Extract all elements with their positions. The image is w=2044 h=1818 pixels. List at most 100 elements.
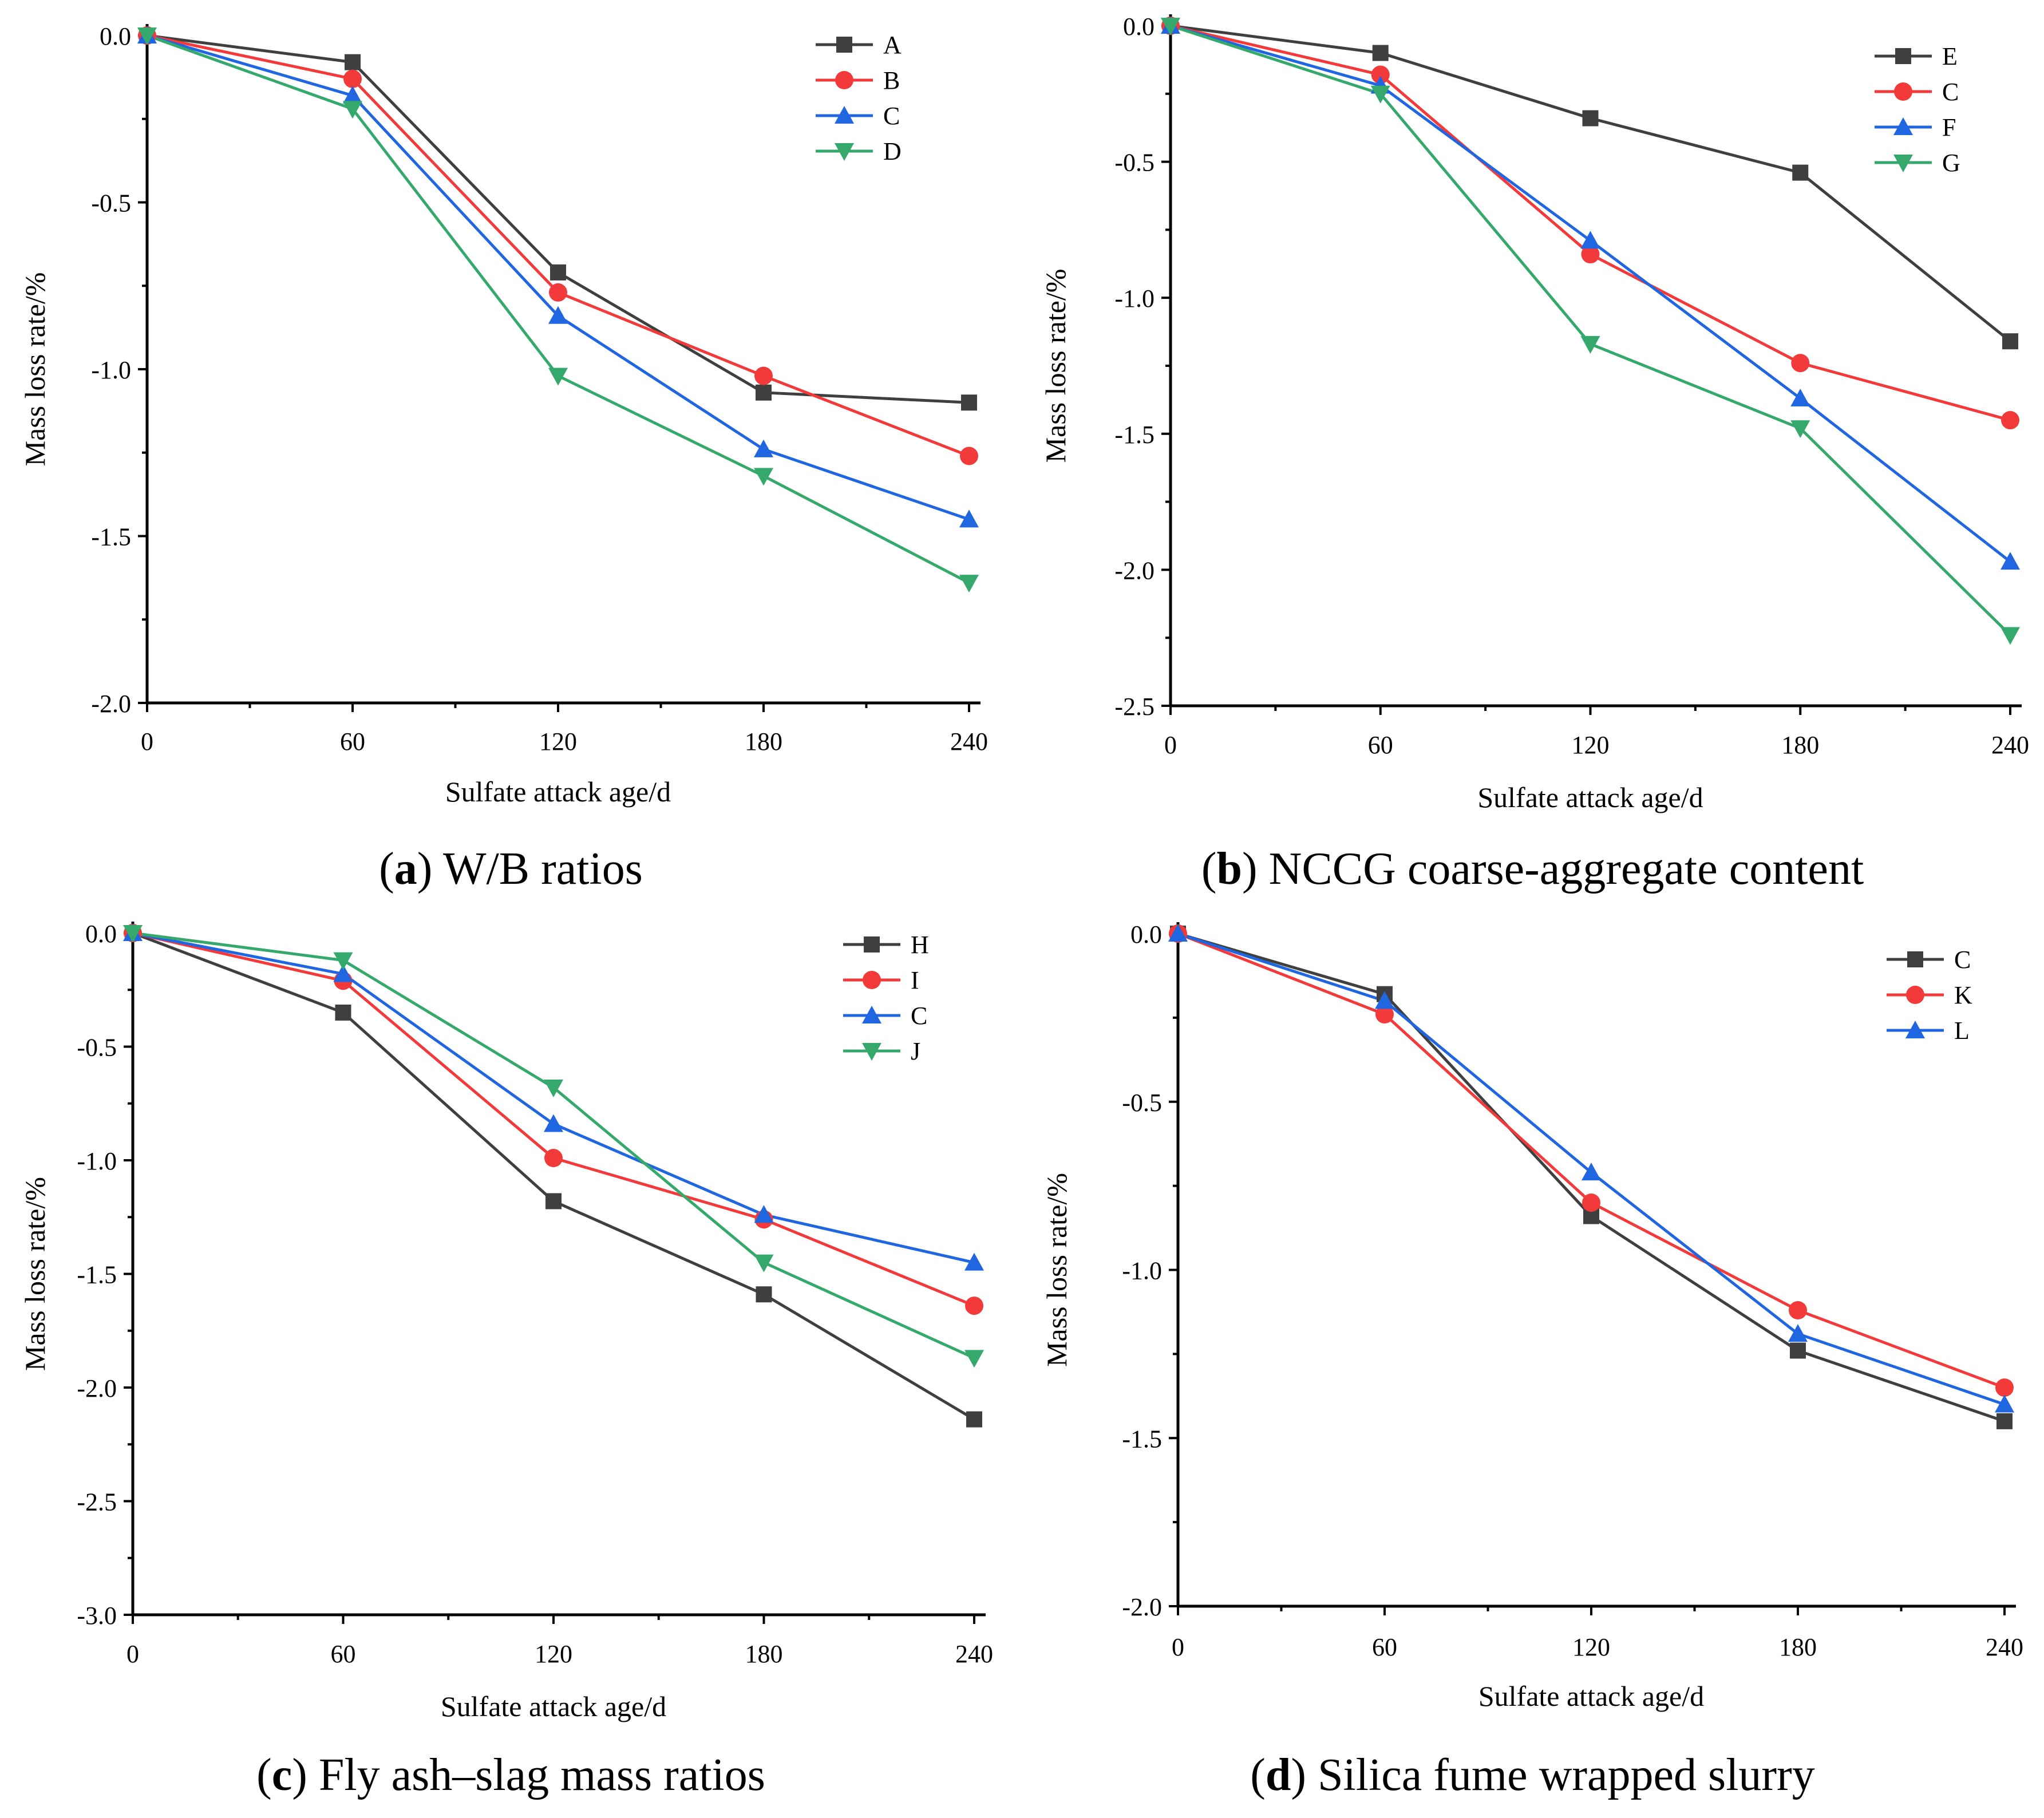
legend-marker [1895, 48, 1911, 64]
data-point-E [1372, 45, 1389, 61]
series-markers-H [125, 925, 982, 1428]
legend-marker [835, 71, 853, 89]
data-point-C [2001, 411, 2019, 430]
data-point-L [1168, 924, 1188, 942]
data-point-C [754, 1205, 774, 1223]
legend-label: J [911, 1037, 920, 1065]
legend-label: L [1954, 1017, 1970, 1045]
y-tick-label: -1.0 [1122, 1257, 1162, 1285]
series-line-B [147, 34, 970, 457]
legend-marker [864, 936, 880, 953]
caption-letter: a [394, 844, 417, 894]
chart-b: -2.5 -2.0 -1.5 -1.0 -0.5 0.0 0 60 120 180 240 Sulfa… [1039, 13, 2029, 813]
y-tick-label: -1.5 [1122, 1425, 1162, 1453]
legend-label: C [883, 102, 900, 130]
legend-label: I [911, 966, 919, 994]
x-tick-label: 240 [950, 728, 988, 756]
chart-c: -3.0 -2.5 -2.0 -1.5 -1.0 -0.5 0.0 0 60 120 180 240 S… [19, 920, 993, 1722]
data-point-A [550, 264, 566, 280]
y-tick-label: -3.0 [77, 1602, 117, 1630]
data-point-C [333, 964, 353, 982]
x-tick-label: 0 [141, 728, 153, 756]
x-tick-label: 120 [539, 728, 577, 756]
y-tick-label: -2.0 [91, 690, 131, 718]
data-point-G [2000, 627, 2020, 645]
data-point-D [343, 101, 362, 119]
data-point-C [1581, 245, 1600, 264]
data-point-L [1375, 991, 1394, 1009]
data-point-D [754, 468, 773, 486]
data-point-C [548, 306, 568, 324]
data-point-L [1788, 1324, 1808, 1342]
data-point-I [965, 1297, 983, 1315]
x-tick-label: 0 [1172, 1633, 1184, 1661]
data-point-A [756, 384, 772, 401]
x-axis-title: Sulfate attack age/d [1478, 1680, 1704, 1712]
y-tick-label: -2.0 [1122, 1593, 1162, 1621]
y-tick-label: -0.5 [1114, 149, 1155, 177]
data-point-J [333, 952, 353, 970]
legend-marker [862, 1006, 881, 1023]
data-point-C [1371, 65, 1390, 84]
data-point-A [345, 54, 361, 70]
data-point-H [966, 1411, 982, 1428]
series-line-E [1170, 24, 2011, 343]
legend-label: F [1942, 113, 1956, 141]
legend-label: C [1954, 946, 1971, 974]
legend-label: H [911, 931, 929, 959]
x-tick-label: 180 [1781, 731, 1819, 759]
y-tick-label: 0.0 [100, 22, 131, 50]
data-point-F [2000, 552, 2020, 570]
data-point-B [343, 69, 362, 88]
y-tick-label: -0.5 [77, 1034, 117, 1062]
data-point-H [335, 1004, 351, 1021]
series-markers-L [1168, 924, 2014, 1413]
legend-marker [1893, 155, 1913, 172]
x-tick-label: 60 [340, 728, 365, 756]
data-point-K [1995, 1378, 2014, 1397]
y-tick-label: -0.5 [91, 189, 131, 218]
x-tick-label: 60 [1368, 731, 1393, 759]
data-point-J [544, 1079, 563, 1097]
data-point-B [549, 283, 567, 302]
caption-letter: c [271, 1750, 292, 1800]
data-point-K [1789, 1301, 1807, 1319]
series-markers-E [1163, 18, 2018, 350]
x-tick-label: 180 [1779, 1633, 1817, 1661]
x-tick-label: 240 [955, 1640, 993, 1668]
data-point-C [1790, 1342, 1806, 1359]
series-line-K [1177, 932, 2005, 1389]
panel-a: -2.0 -1.5 -1.0 -0.5 0.0 0 60 120 180 240 Sulfate a… [0, 0, 1022, 909]
y-axis-title: Mass loss rate/% [19, 1177, 51, 1371]
data-point-H [756, 1286, 772, 1303]
x-tick-label: 0 [126, 1640, 139, 1668]
x-tick-label: 120 [1572, 1633, 1610, 1661]
data-point-G [1370, 85, 1390, 104]
legend-marker [1893, 117, 1913, 135]
x-tick-label: 120 [535, 1640, 572, 1668]
data-point-F [1580, 231, 1600, 249]
data-point-J [754, 1254, 774, 1272]
x-tick-label: 120 [1572, 731, 1610, 759]
x-tick-label: 240 [1986, 1633, 2023, 1661]
series-line-H [132, 931, 975, 1421]
series-markers-F [1161, 16, 2020, 570]
caption-text: NCCG coarse-aggregate content [1268, 844, 1864, 894]
y-axis-title: Mass loss rate/% [1039, 269, 1072, 463]
legend-marker [863, 971, 881, 989]
legend-marker [1905, 1021, 1925, 1038]
data-point-E [1582, 110, 1599, 127]
y-tick-label: 0.0 [85, 920, 117, 948]
legend-marker [835, 143, 854, 161]
x-tick-label: 240 [1991, 731, 2029, 759]
panel-d: -2.0 -1.5 -1.0 -0.5 0.0 0 60 120 180 240 Sulfate a… [1022, 909, 2043, 1818]
legend-label: C [1942, 78, 1959, 106]
y-tick-label: -0.5 [1122, 1089, 1162, 1117]
data-point-B [754, 366, 773, 385]
caption-text: Fly ash–slag mass ratios [318, 1750, 765, 1800]
data-point-K [1582, 1193, 1600, 1212]
caption-letter: d [1265, 1750, 1291, 1800]
series-line-A [147, 34, 970, 404]
data-point-L [1582, 1163, 1601, 1181]
y-tick-label: 0.0 [1123, 13, 1155, 41]
